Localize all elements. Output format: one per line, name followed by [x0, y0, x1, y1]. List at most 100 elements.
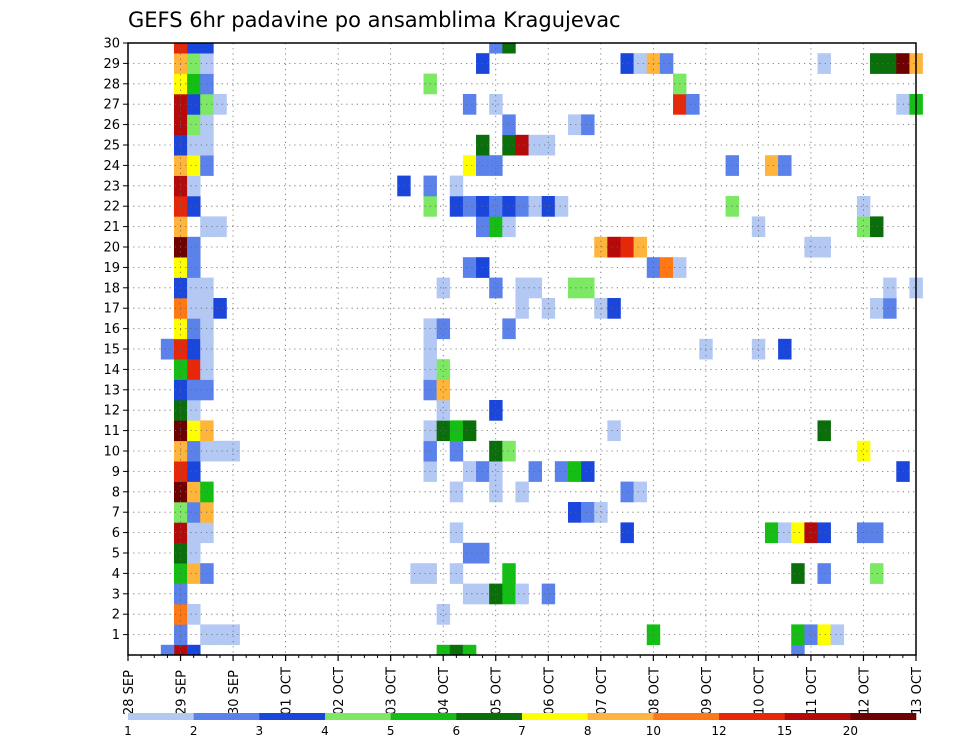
- heatmap-cell: [581, 114, 595, 136]
- heatmap-cell: [489, 440, 503, 462]
- y-tick-label: 18: [103, 281, 120, 296]
- heatmap-cell: [436, 604, 451, 625]
- heatmap-cell: [567, 277, 582, 299]
- heatmap-cell: [187, 522, 201, 544]
- heatmap-cell: [436, 318, 451, 340]
- heatmap-cell: [502, 318, 516, 340]
- y-tick-label: 23: [103, 179, 120, 194]
- y-tick-label: 16: [103, 322, 120, 337]
- heatmap-cell: [187, 114, 201, 136]
- heatmap-cell: [594, 236, 608, 258]
- heatmap-cell: [528, 277, 542, 299]
- heatmap-cell: [554, 196, 569, 217]
- heatmap-cell: [436, 644, 451, 656]
- heatmap-cell: [607, 236, 621, 258]
- grid-lines: [128, 43, 916, 655]
- x-tick-label: 09 OCT: [700, 667, 715, 715]
- legend-label: 5: [387, 724, 395, 738]
- heatmap-cell: [870, 522, 884, 544]
- heatmap-cell: [489, 400, 503, 421]
- heatmap-cell: [502, 196, 516, 217]
- heatmap-cell: [502, 43, 516, 54]
- heatmap-cell: [817, 522, 831, 544]
- legend-swatch: [390, 713, 457, 720]
- heatmap-cell: [187, 53, 201, 74]
- legend-swatch: [653, 713, 720, 720]
- x-tick-label: 07 OCT: [595, 667, 610, 715]
- x-tick-label: 12 OCT: [857, 667, 872, 715]
- legend-swatch: [193, 713, 260, 720]
- y-tick-label: 14: [103, 363, 120, 378]
- heatmap-cell: [870, 216, 884, 238]
- heatmap-cell: [226, 624, 240, 646]
- legend-swatch: [259, 713, 326, 720]
- heatmap-cell: [502, 216, 516, 238]
- y-tick-label: 9: [112, 465, 120, 480]
- heatmap-cell: [187, 338, 201, 360]
- y-tick-label: 30: [103, 37, 120, 52]
- legend-swatch: [784, 713, 851, 720]
- heatmap-cell: [567, 114, 582, 136]
- heatmap-cell: [489, 155, 503, 176]
- heatmap-cell: [791, 624, 805, 646]
- heatmap-cell: [213, 94, 227, 115]
- heatmap-cell: [187, 502, 201, 523]
- heatmap-cell: [528, 461, 542, 482]
- heatmap-cell: [462, 94, 477, 115]
- y-tick-label: 2: [112, 608, 120, 623]
- heatmap-cell: [502, 440, 516, 462]
- heatmap-cell: [187, 481, 201, 503]
- heatmap-cell: [462, 420, 477, 442]
- heatmap-cell: [567, 461, 582, 482]
- legend-label: 4: [321, 724, 329, 738]
- heatmap-cell: [187, 175, 201, 197]
- heatmap-cell: [659, 53, 674, 74]
- heatmap-cell: [410, 563, 424, 584]
- heatmap-cell: [764, 155, 779, 176]
- heatmap-cell: [173, 644, 188, 656]
- heatmap-cell: [528, 196, 542, 217]
- heatmap-cell: [515, 298, 529, 319]
- heatmap-cell: [489, 461, 503, 482]
- y-tick-label: 26: [103, 118, 120, 133]
- heatmap-cell: [213, 624, 227, 646]
- heatmap-cell: [160, 338, 175, 360]
- heatmap-cell: [436, 420, 451, 442]
- heatmap-cell: [489, 481, 503, 503]
- heatmap-cell: [462, 155, 477, 176]
- heatmap-cell: [633, 481, 648, 503]
- heatmap-cell: [870, 53, 884, 74]
- heatmap-cell: [856, 216, 871, 238]
- chart-title: GEFS 6hr padavine po ansamblima Kragujev…: [128, 8, 621, 32]
- heatmap-cell: [541, 134, 556, 156]
- heatmap-cell: [751, 216, 766, 238]
- heatmap-cell: [187, 542, 201, 564]
- heatmap-cell: [226, 440, 240, 462]
- heatmap-cell: [213, 440, 227, 462]
- heatmap-cell: [462, 644, 477, 656]
- heatmap-cell: [541, 583, 556, 605]
- heatmap-cell: [817, 53, 831, 74]
- x-tick-label: 30 SEP: [227, 670, 242, 715]
- heatmap-cell: [581, 502, 595, 523]
- heatmap-cell: [187, 420, 201, 442]
- heatmap-cell: [187, 155, 201, 176]
- heatmap-cells: [160, 43, 923, 656]
- legend-label: 15: [777, 724, 792, 738]
- y-tick-label: 22: [103, 200, 120, 215]
- x-tick-label: 13 OCT: [910, 667, 925, 715]
- heatmap-cell: [581, 461, 595, 482]
- heatmap-cell: [213, 216, 227, 238]
- heatmap-cell: [607, 298, 621, 319]
- heatmap-cell: [791, 563, 805, 584]
- legend-swatch: [325, 713, 391, 720]
- y-tick-label: 11: [103, 424, 120, 439]
- heatmap-cell: [187, 440, 201, 462]
- heatmap-cell: [187, 400, 201, 421]
- heatmap-cell: [462, 583, 477, 605]
- heatmap-cell: [449, 644, 464, 656]
- heatmap-cell: [187, 236, 201, 258]
- legend-label: 3: [256, 724, 264, 738]
- heatmap-cell: [502, 583, 516, 605]
